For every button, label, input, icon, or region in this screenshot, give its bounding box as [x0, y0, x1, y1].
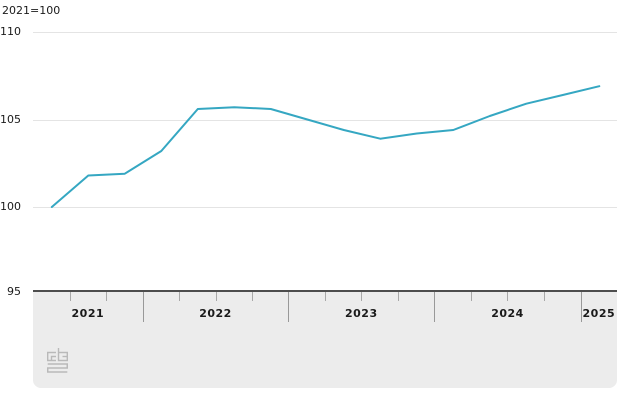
index-base-label: 2021=100 — [2, 4, 61, 17]
gridline-100 — [33, 207, 617, 208]
y-axis-label: 110 — [0, 25, 21, 38]
x-axis-timeline-panel: 2021 2022 2023 2024 2025 — [33, 290, 617, 388]
quarter-tick — [324, 292, 326, 301]
year-label-2025: 2025 — [582, 307, 616, 320]
trend-line[interactable] — [50, 85, 601, 208]
y-axis-label: 95 — [7, 285, 21, 298]
year-boundary-tick — [580, 292, 582, 322]
quarter-tick — [106, 292, 108, 301]
cbs-logo — [47, 348, 68, 373]
year-boundary-tick — [288, 292, 290, 322]
quarter-tick — [397, 292, 399, 301]
year-boundary-tick — [142, 292, 144, 322]
year-label-2022: 2022 — [199, 307, 232, 320]
year-boundary-tick — [434, 292, 436, 322]
year-label-2021: 2021 — [71, 307, 105, 320]
quarter-tick — [215, 292, 217, 301]
quarter-tick — [179, 292, 181, 301]
quarter-tick — [252, 292, 254, 301]
quarter-tick — [361, 292, 363, 301]
y-axis-label: 105 — [0, 112, 21, 126]
year-label-2023: 2023 — [344, 307, 378, 320]
year-label-2024: 2024 — [491, 307, 524, 320]
quarter-tick — [507, 292, 509, 301]
quarter-tick — [543, 292, 545, 301]
quarter-tick — [470, 292, 472, 301]
line-chart-plot[interactable] — [0, 0, 626, 292]
quarter-tick — [69, 292, 71, 301]
gridline-110 — [33, 32, 617, 33]
y-axis-label: 100 — [0, 200, 21, 213]
gridline-105 — [33, 119, 617, 121]
